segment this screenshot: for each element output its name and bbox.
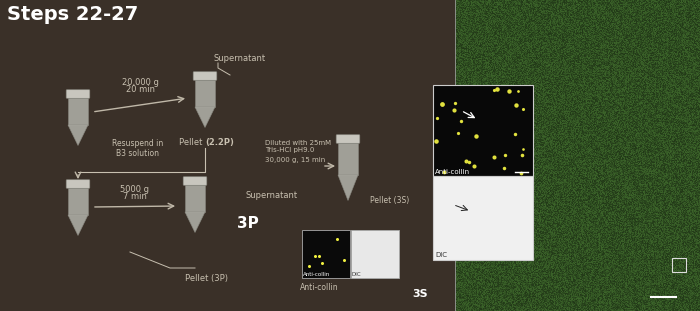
FancyBboxPatch shape bbox=[336, 135, 360, 143]
Bar bbox=[433, 176, 533, 260]
Text: 30,000 g, 15 min: 30,000 g, 15 min bbox=[265, 157, 326, 163]
Polygon shape bbox=[338, 175, 358, 201]
Bar bbox=[338, 142, 358, 175]
Text: Pellet: Pellet bbox=[179, 138, 205, 147]
Bar bbox=[185, 184, 205, 212]
Text: Anti-collin: Anti-collin bbox=[435, 169, 470, 175]
Bar bbox=[195, 80, 215, 107]
Text: 3P: 3P bbox=[237, 216, 259, 231]
Polygon shape bbox=[185, 212, 205, 233]
Text: DIC: DIC bbox=[352, 272, 362, 277]
Text: 20 min: 20 min bbox=[125, 85, 155, 94]
Text: Resuspend in
B3 solution: Resuspend in B3 solution bbox=[113, 139, 164, 158]
Bar bbox=[68, 98, 88, 125]
Text: Supernatant: Supernatant bbox=[245, 191, 297, 199]
Text: 7 min: 7 min bbox=[123, 192, 147, 201]
Text: 5000 g: 5000 g bbox=[120, 185, 150, 194]
FancyBboxPatch shape bbox=[66, 180, 90, 188]
Text: Supernatant: Supernatant bbox=[214, 54, 266, 63]
Polygon shape bbox=[68, 125, 88, 146]
Text: DIC: DIC bbox=[435, 252, 447, 258]
Polygon shape bbox=[68, 215, 88, 235]
Bar bbox=[433, 85, 533, 176]
Text: 3S: 3S bbox=[412, 289, 428, 299]
Bar bbox=[351, 230, 399, 278]
FancyBboxPatch shape bbox=[183, 177, 206, 185]
Polygon shape bbox=[195, 107, 215, 128]
Text: Pellet (3S): Pellet (3S) bbox=[370, 196, 410, 205]
Text: Anti-collin: Anti-collin bbox=[300, 284, 339, 293]
Text: (2.2P): (2.2P) bbox=[205, 138, 234, 147]
Text: Steps 22-27: Steps 22-27 bbox=[7, 5, 139, 24]
Bar bbox=[68, 188, 88, 215]
FancyBboxPatch shape bbox=[66, 90, 90, 98]
Text: Anti-collin: Anti-collin bbox=[303, 272, 330, 277]
Bar bbox=[302, 230, 350, 278]
Text: Diluted with 25mM
Tris-HCl pH9.0: Diluted with 25mM Tris-HCl pH9.0 bbox=[265, 140, 331, 153]
Text: 20,000 g: 20,000 g bbox=[122, 78, 158, 87]
Bar bbox=[672, 258, 686, 272]
Text: Pellet (3P): Pellet (3P) bbox=[185, 273, 228, 282]
FancyBboxPatch shape bbox=[193, 72, 217, 80]
